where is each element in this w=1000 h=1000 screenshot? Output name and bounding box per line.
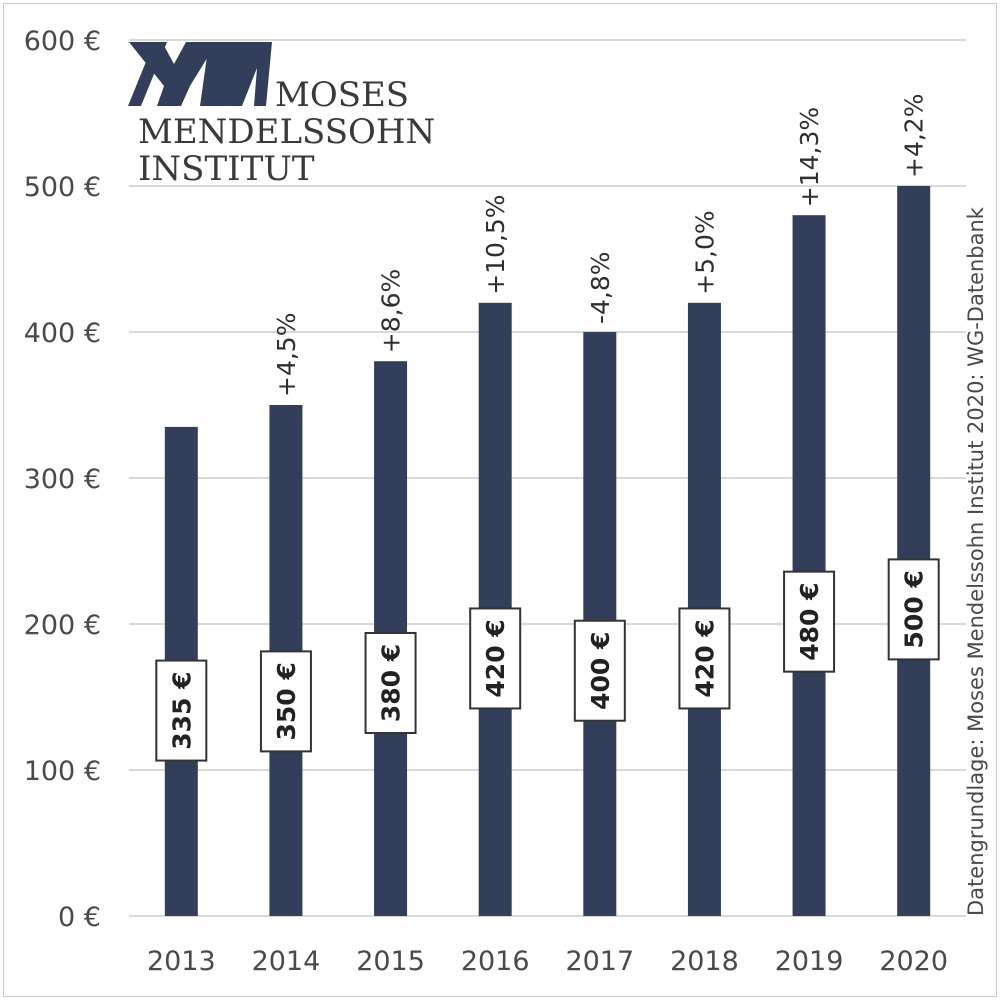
logo-line-1: MOSES	[275, 75, 409, 115]
logo-mark-icon	[128, 42, 272, 106]
grid-layer: 0 € 100 € 200 € 300 € 400 € 500 € 600 €	[24, 26, 966, 933]
value-label-box	[364, 631, 417, 734]
y-tick-label: 300 €	[24, 464, 101, 495]
change-label: -4,8%	[586, 251, 615, 324]
y-tick-label: 0 €	[58, 902, 101, 933]
value-label-box	[155, 659, 208, 762]
logo-line-2: MENDELSSOHN	[138, 112, 435, 152]
value-label: 400 €	[586, 632, 615, 710]
labels-layer: 2013 335 € 2014 350 € +4,5% 2015 380 € +8,6% 201…	[147, 94, 948, 977]
x-tick-label: 2018	[670, 946, 739, 977]
bar-2019	[792, 215, 826, 916]
x-tick-label: 2020	[879, 946, 948, 977]
value-label-box	[259, 650, 312, 753]
value-label-box	[573, 619, 626, 722]
x-tick-label: 2015	[356, 946, 425, 977]
value-label-box	[887, 558, 940, 661]
value-label-box	[783, 570, 836, 673]
value-label: 480 €	[795, 583, 824, 661]
chart-svg: 0 € 100 € 200 € 300 € 400 € 500 € 600 € 2013 33…	[24, 26, 988, 977]
value-label: 380 €	[377, 644, 406, 722]
y-tick-label: 500 €	[24, 172, 101, 203]
value-label: 350 €	[272, 662, 301, 740]
x-tick-label: 2019	[775, 946, 844, 977]
change-label: +4,2%	[900, 94, 929, 178]
value-label: 420 €	[481, 619, 510, 697]
institute-logo: MOSES MENDELSSOHN INSTITUT	[128, 42, 435, 189]
change-label: +10,5%	[481, 194, 510, 294]
change-label: +4,5%	[272, 313, 301, 397]
y-tick-label: 200 €	[24, 610, 101, 641]
value-label: 500 €	[900, 570, 929, 648]
x-tick-label: 2014	[252, 946, 321, 977]
y-tick-label: 100 €	[24, 756, 101, 787]
change-label: +14,3%	[795, 107, 824, 207]
value-label: 335 €	[167, 671, 196, 749]
value-label: 420 €	[690, 619, 719, 697]
logo-line-3: INSTITUT	[138, 149, 315, 189]
y-tick-label: 400 €	[24, 318, 101, 349]
source-note: Datengrundlage: Moses Mendelssohn Instit…	[964, 206, 988, 916]
x-tick-label: 2017	[565, 946, 634, 977]
change-label: +5,0%	[690, 210, 719, 294]
bars-layer	[164, 186, 931, 916]
value-label-box	[469, 607, 522, 710]
chart-frame: 0 € 100 € 200 € 300 € 400 € 500 € 600 € 2013 33…	[3, 3, 997, 997]
x-tick-label: 2013	[147, 946, 216, 977]
x-tick-label: 2016	[461, 946, 530, 977]
value-label-box	[678, 607, 731, 710]
y-tick-label: 600 €	[24, 26, 101, 57]
bar-2020	[897, 186, 931, 916]
change-label: +8,6%	[377, 269, 406, 353]
